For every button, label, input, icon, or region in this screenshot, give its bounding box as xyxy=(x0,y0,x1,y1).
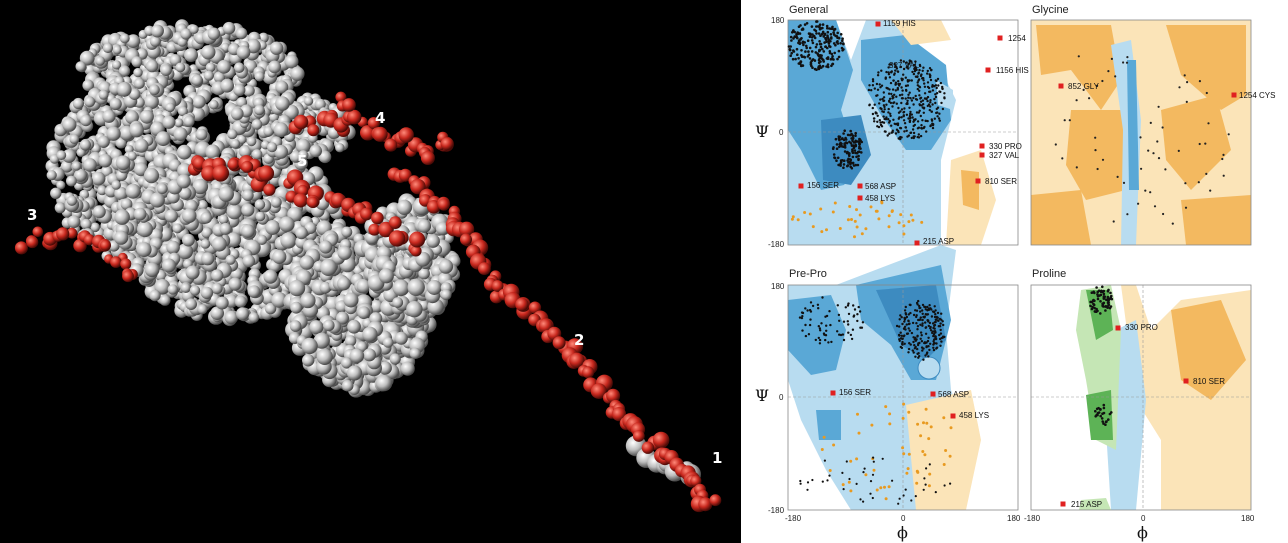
protein-body xyxy=(45,19,701,485)
residue-label: 330 PRO xyxy=(1125,323,1158,332)
prepro-plot xyxy=(787,245,1019,511)
highlighted-chain xyxy=(14,91,722,513)
y-tick-prepro-mid: 0 xyxy=(779,393,784,402)
residue-label: 568 ASP xyxy=(865,182,897,191)
residue-label: 1254 CYS xyxy=(1239,91,1276,100)
residue-label: 810 SER xyxy=(1193,377,1226,386)
residue-label: 458 LYS xyxy=(959,411,990,420)
region-label-2: 2 xyxy=(574,331,585,349)
molecule-image: 1 2 3 4 5 xyxy=(0,0,741,543)
panel-title-proline: Proline xyxy=(1032,268,1067,280)
residue-label: 852 GLY xyxy=(1068,82,1099,91)
x-tick-prepro-left: -180 xyxy=(785,514,802,523)
y-axis-symbol-top: Ψ xyxy=(755,122,770,141)
panel-title-glycine: Glycine xyxy=(1032,4,1069,16)
residue-label: 1254 xyxy=(1008,34,1026,43)
y-tick-general-top: 180 xyxy=(771,16,785,25)
outlier-markers xyxy=(798,21,1237,507)
proline-plot xyxy=(1030,284,1252,511)
residue-label: 568 ASP xyxy=(938,390,970,399)
region-label-4: 4 xyxy=(375,109,386,127)
ramachandran-canvas xyxy=(787,19,1252,511)
glycine-plot xyxy=(1030,19,1252,246)
panel-title-prepro: Pre-Pro xyxy=(789,268,827,280)
residue-label: 156 SER xyxy=(807,181,840,190)
region-label-3: 3 xyxy=(27,206,38,224)
residue-label: 156 SER xyxy=(839,388,872,397)
y-tick-general-bottom: -180 xyxy=(768,240,785,249)
residue-label: 1159 HIS xyxy=(883,19,916,28)
y-tick-prepro-top: 180 xyxy=(771,282,785,291)
residue-label: 330 PRO xyxy=(989,142,1022,151)
x-tick-prepro-mid: 0 xyxy=(901,514,906,523)
residue-label: 327 VAL xyxy=(889,61,920,70)
y-axis-symbol-bottom: Ψ xyxy=(755,386,770,405)
x-tick-prepro-right: 180 xyxy=(1007,514,1021,523)
panel-title-general: General xyxy=(789,4,829,16)
x-axis-symbol-right: ϕ xyxy=(1137,523,1148,542)
x-tick-proline-mid: 0 xyxy=(1141,514,1146,523)
x-axis-symbol-left: ϕ xyxy=(897,523,908,542)
ramachandran-plots: General Glycine Pre-Pro Proline 180 0 -1… xyxy=(741,0,1288,543)
residue-label: 810 SER xyxy=(985,177,1018,186)
residue-points xyxy=(787,20,1230,505)
residue-label: 1156 HIS xyxy=(996,66,1029,75)
y-tick-general-mid: 0 xyxy=(779,128,784,137)
region-label-5: 5 xyxy=(297,152,308,170)
region-label-1: 1 xyxy=(712,449,723,467)
x-tick-proline-right: 180 xyxy=(1241,514,1255,523)
residue-label: 458 LYS xyxy=(865,194,896,203)
general-plot xyxy=(787,19,1019,246)
molecule-render xyxy=(14,19,722,513)
x-tick-proline-left: -180 xyxy=(1024,514,1041,523)
residue-label: 215 ASP xyxy=(923,237,955,246)
residue-label: 327 VAL xyxy=(989,151,1020,160)
residue-label: 215 ASP xyxy=(1071,500,1103,509)
y-tick-prepro-bottom: -180 xyxy=(768,506,785,515)
